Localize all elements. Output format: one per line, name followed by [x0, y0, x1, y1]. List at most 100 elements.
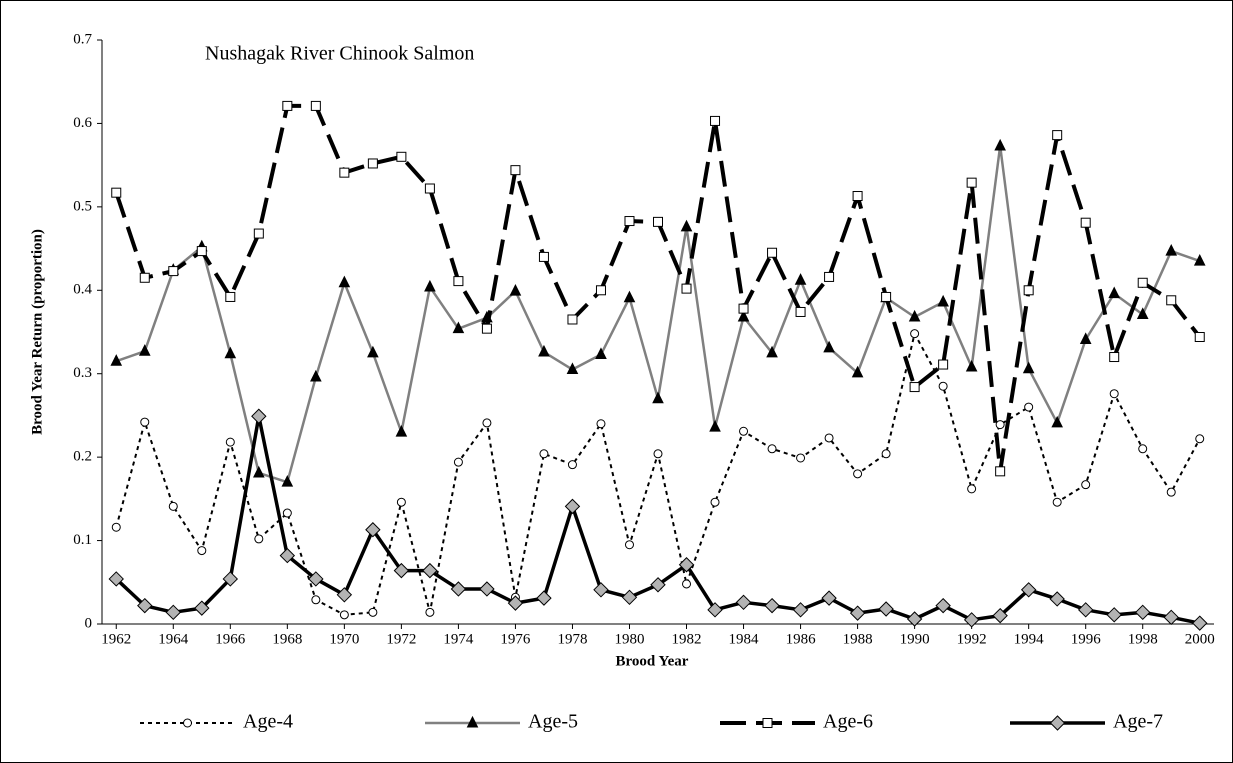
- marker: [1023, 285, 1034, 296]
- y-tick-label: 0.7: [73, 31, 92, 47]
- marker: [225, 291, 236, 302]
- marker: [735, 594, 752, 611]
- marker: [339, 610, 349, 620]
- marker: [881, 449, 891, 459]
- marker: [595, 285, 606, 296]
- marker: [681, 283, 692, 294]
- x-tick-label: 1966: [215, 631, 246, 647]
- marker: [938, 359, 949, 370]
- marker: [138, 344, 151, 356]
- marker: [935, 597, 951, 614]
- marker: [1052, 497, 1062, 507]
- marker: [1081, 480, 1091, 490]
- marker: [1052, 130, 1063, 141]
- marker: [995, 420, 1005, 430]
- marker: [422, 562, 438, 579]
- marker: [967, 484, 977, 494]
- marker: [766, 345, 778, 358]
- marker: [165, 604, 181, 621]
- marker: [1020, 582, 1037, 598]
- marker: [222, 571, 239, 587]
- marker: [282, 508, 292, 518]
- marker: [567, 460, 577, 470]
- y-tick-label: 0.2: [73, 449, 92, 465]
- marker: [710, 115, 721, 126]
- marker: [767, 444, 777, 454]
- marker: [738, 303, 749, 314]
- marker: [906, 611, 923, 627]
- marker: [678, 557, 695, 573]
- y-tick-label: 0.6: [73, 115, 92, 131]
- marker: [849, 605, 866, 621]
- marker: [507, 595, 524, 611]
- y-axis-label: Brood Year Return (proportion): [29, 229, 45, 435]
- marker: [253, 465, 265, 478]
- marker: [139, 272, 150, 283]
- marker: [794, 273, 807, 285]
- marker: [338, 275, 351, 288]
- marker: [308, 571, 324, 587]
- marker: [1077, 602, 1094, 618]
- marker: [764, 597, 780, 614]
- marker: [1106, 607, 1122, 623]
- legend-label: Age-4: [243, 711, 293, 733]
- marker: [1022, 361, 1035, 374]
- marker: [710, 497, 720, 507]
- y-tick-label: 0.3: [73, 365, 92, 381]
- marker: [1108, 286, 1121, 299]
- marker: [909, 382, 920, 393]
- marker: [852, 191, 863, 202]
- marker: [824, 433, 834, 443]
- marker: [792, 602, 809, 618]
- marker: [1049, 591, 1065, 607]
- marker: [310, 369, 322, 382]
- marker: [966, 177, 977, 188]
- x-tick-label: 1972: [386, 631, 416, 647]
- marker: [1051, 415, 1063, 428]
- marker: [853, 469, 863, 479]
- marker: [450, 581, 467, 597]
- x-tick-label: 1996: [1071, 631, 1102, 647]
- marker: [336, 587, 353, 603]
- marker: [680, 219, 693, 232]
- x-tick-label: 1992: [957, 631, 987, 647]
- marker: [111, 522, 121, 532]
- legend-label: Age-5: [528, 711, 578, 733]
- legend-marker: [183, 718, 192, 728]
- y-tick-label: 0.5: [73, 198, 92, 214]
- marker: [395, 424, 408, 437]
- marker: [1193, 253, 1206, 266]
- marker: [367, 345, 379, 358]
- y-tick-label: 0.4: [73, 282, 92, 298]
- marker: [479, 581, 495, 597]
- chart-title: Nushagak River Chinook Salmon: [205, 43, 474, 65]
- marker: [1109, 389, 1119, 399]
- marker: [823, 340, 835, 353]
- marker: [965, 359, 978, 372]
- marker: [396, 151, 407, 162]
- y-tick-label: 0: [85, 615, 93, 631]
- marker: [1165, 243, 1178, 256]
- marker: [509, 284, 522, 296]
- marker: [110, 354, 123, 366]
- marker: [1166, 487, 1176, 497]
- marker: [1194, 332, 1205, 343]
- marker: [992, 607, 1008, 624]
- marker: [995, 466, 1006, 477]
- marker: [596, 419, 606, 429]
- marker: [878, 601, 894, 617]
- y-tick-label: 0.1: [73, 532, 92, 548]
- marker: [1192, 615, 1208, 631]
- marker: [739, 426, 749, 436]
- marker: [393, 562, 410, 579]
- marker: [796, 453, 806, 463]
- x-tick-label: 1994: [1014, 631, 1045, 647]
- marker: [1024, 402, 1034, 412]
- marker: [425, 607, 435, 617]
- marker: [538, 344, 550, 357]
- marker: [168, 501, 178, 511]
- marker: [1166, 295, 1177, 306]
